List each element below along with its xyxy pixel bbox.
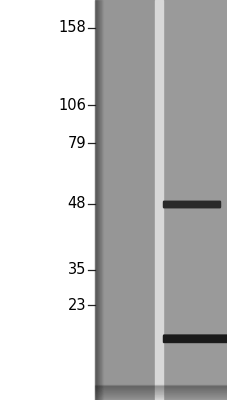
Bar — [95, 394, 227, 395]
Bar — [95, 392, 227, 393]
Text: 158: 158 — [58, 20, 86, 36]
Text: 35: 35 — [67, 262, 86, 278]
Bar — [95, 398, 227, 399]
Bar — [95, 391, 227, 392]
Text: 48: 48 — [67, 196, 86, 212]
Bar — [100, 0, 101, 400]
Bar — [95, 388, 227, 389]
Bar — [95, 0, 96, 400]
Text: 79: 79 — [67, 136, 86, 150]
Bar — [95, 0, 154, 400]
Bar — [95, 393, 227, 394]
Bar — [95, 399, 227, 400]
Bar — [95, 387, 227, 388]
Text: 106: 106 — [58, 98, 86, 112]
Bar — [95, 386, 227, 387]
Text: 23: 23 — [67, 298, 86, 312]
Bar — [95, 397, 227, 398]
Bar — [95, 390, 227, 391]
Bar — [99, 0, 100, 400]
Bar — [95, 395, 227, 396]
Bar — [95, 396, 227, 397]
Bar — [95, 389, 227, 390]
Bar — [95, 385, 227, 386]
Bar — [162, 0, 227, 400]
Bar — [101, 0, 103, 400]
Bar — [96, 0, 98, 400]
Bar — [98, 0, 99, 400]
Bar — [154, 0, 162, 400]
